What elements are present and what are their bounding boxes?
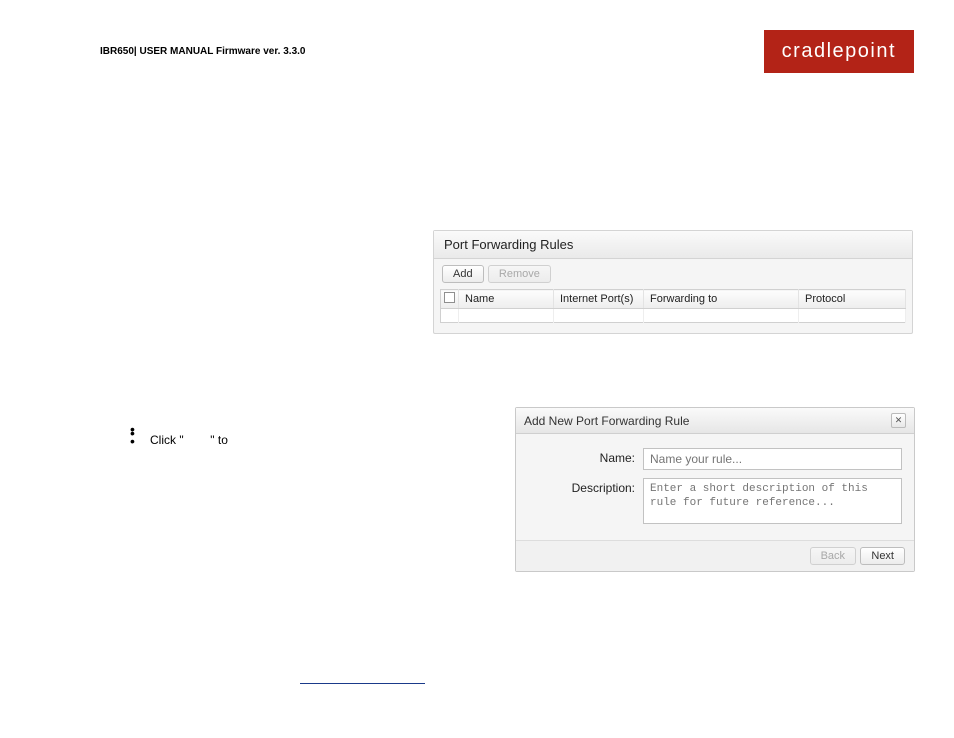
name-label: Name: xyxy=(528,448,643,465)
panel-title: Port Forwarding Rules xyxy=(434,231,912,259)
description-label: Description: xyxy=(528,478,643,495)
column-header-internet-ports: Internet Port(s) xyxy=(554,290,644,309)
panel-toolbar: Add Remove xyxy=(434,259,912,287)
column-header-forwarding-to: Forwarding to xyxy=(644,290,799,309)
select-all-header[interactable] xyxy=(441,290,459,309)
back-button[interactable]: Back xyxy=(810,547,856,565)
close-icon[interactable]: ✕ xyxy=(891,413,906,428)
instruction-list: Click " " to xyxy=(130,420,228,461)
hyperlink-underline xyxy=(300,683,425,684)
column-header-name: Name xyxy=(459,290,554,309)
description-input[interactable] xyxy=(643,478,902,524)
name-input[interactable] xyxy=(643,448,902,470)
rules-table: Name Internet Port(s) Forwarding to Prot… xyxy=(440,289,906,323)
form-row-name: Name: xyxy=(528,448,902,470)
brand-logo: cradlepoint xyxy=(764,30,914,73)
column-header-protocol: Protocol xyxy=(799,290,906,309)
next-button[interactable]: Next xyxy=(860,547,905,565)
bullet-item: Click " " to xyxy=(130,432,228,449)
dialog-body: Name: Description: xyxy=(516,434,914,540)
add-rule-dialog: Add New Port Forwarding Rule ✕ Name: Des… xyxy=(515,407,915,572)
form-row-description: Description: xyxy=(528,478,902,524)
checkbox-icon[interactable] xyxy=(444,292,455,303)
add-button[interactable]: Add xyxy=(442,265,484,283)
port-forwarding-rules-panel: Port Forwarding Rules Add Remove Name In… xyxy=(433,230,913,334)
table-row xyxy=(441,309,906,323)
remove-button[interactable]: Remove xyxy=(488,265,551,283)
page-header: IBR650| USER MANUAL Firmware ver. 3.3.0 … xyxy=(100,30,914,73)
manual-version-text: IBR650| USER MANUAL Firmware ver. 3.3.0 xyxy=(100,46,305,57)
dialog-footer: Back Next xyxy=(516,540,914,571)
dialog-titlebar: Add New Port Forwarding Rule ✕ xyxy=(516,408,914,434)
dialog-title: Add New Port Forwarding Rule xyxy=(524,414,689,428)
